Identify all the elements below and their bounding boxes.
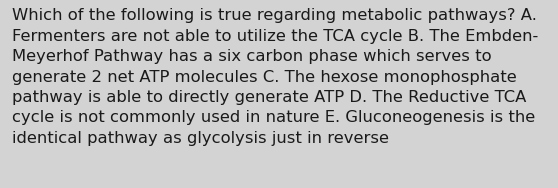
Text: Which of the following is true regarding metabolic pathways? A.
Fermenters are n: Which of the following is true regarding… bbox=[12, 8, 538, 146]
